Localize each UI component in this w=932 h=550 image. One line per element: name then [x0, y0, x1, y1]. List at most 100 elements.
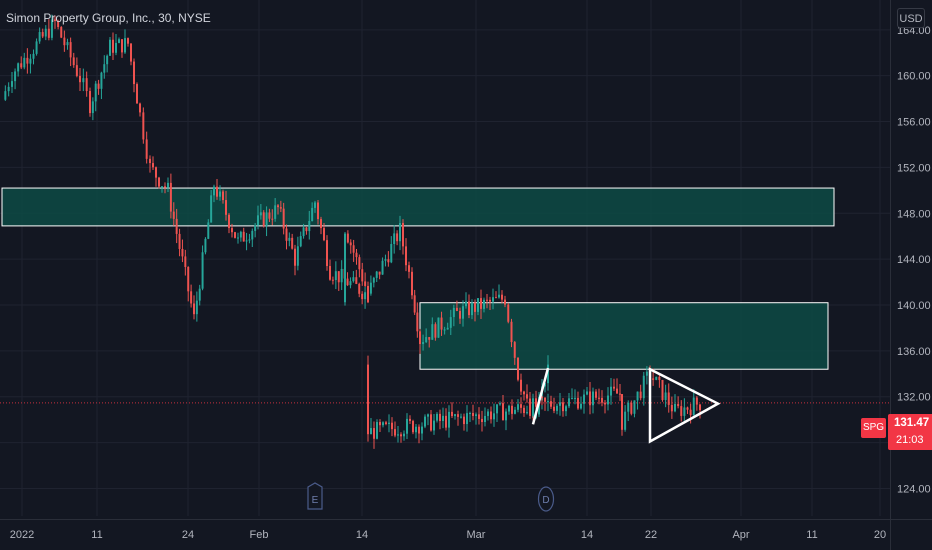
candle-body	[149, 158, 151, 164]
triangle-drawing[interactable]	[648, 367, 721, 444]
candle-body	[510, 321, 513, 343]
candle-body	[411, 271, 413, 296]
candle-body	[378, 271, 381, 275]
candle-body	[89, 91, 91, 114]
candle-body	[397, 434, 399, 436]
candle-body	[66, 42, 69, 46]
candle-body	[412, 420, 414, 433]
candle-body	[416, 312, 419, 332]
supply-zone-rect[interactable]	[1, 187, 835, 227]
candle-body	[164, 186, 166, 188]
candle-body	[331, 279, 334, 281]
candle-body	[408, 265, 410, 272]
candle-body	[466, 413, 468, 425]
candle-body	[480, 298, 482, 309]
candle-body	[94, 83, 97, 102]
w-pattern-drawing[interactable]	[531, 367, 550, 425]
candle-body	[14, 71, 17, 82]
candle-body	[358, 283, 361, 294]
candle-body	[520, 404, 522, 408]
candle-body	[415, 426, 417, 433]
candle-body	[139, 103, 141, 113]
earnings-marker[interactable]: E	[307, 482, 323, 510]
candle-body	[271, 218, 274, 220]
candle-body	[152, 163, 154, 168]
y-tick-label: 132.00	[897, 392, 931, 404]
dividend-marker[interactable]: D	[537, 486, 555, 512]
candle-body	[529, 412, 531, 416]
candle-body	[645, 371, 648, 376]
candle-body	[251, 230, 254, 240]
candle-body	[17, 63, 20, 72]
candle-body	[210, 195, 213, 223]
candle-body	[436, 413, 438, 421]
y-tick-label: 148.00	[897, 208, 931, 220]
candle-body	[85, 78, 88, 92]
candle-body	[178, 233, 181, 249]
candle-body	[683, 407, 686, 416]
candle-body	[699, 404, 701, 411]
candle-body	[471, 302, 473, 316]
candle-body	[385, 422, 387, 425]
candle-body	[175, 218, 178, 234]
candle-body	[674, 403, 676, 412]
candle-body	[692, 397, 695, 416]
candle-body	[277, 205, 279, 208]
candle-body	[483, 299, 485, 309]
candle-body	[195, 300, 198, 315]
candle-body	[142, 112, 145, 140]
currency-button[interactable]: USD	[897, 8, 925, 28]
candle-body	[130, 43, 132, 62]
candle-body	[367, 292, 369, 303]
candle-body	[439, 413, 441, 421]
candle-body	[248, 239, 251, 241]
candle-body	[624, 411, 627, 430]
candle-body	[112, 39, 114, 53]
candle-body	[279, 207, 282, 209]
candle-body	[547, 401, 549, 403]
candle-body	[69, 42, 72, 58]
candle-body	[619, 393, 621, 395]
candle-body	[627, 402, 630, 412]
x-tick-label: 2022	[10, 529, 34, 541]
candle-body	[400, 434, 402, 437]
candle-body	[308, 221, 311, 232]
candle-body	[254, 225, 257, 231]
candle-body	[457, 414, 459, 417]
candle-body	[502, 403, 504, 421]
pattern-drawings[interactable]	[531, 367, 721, 444]
candle-body	[207, 222, 210, 239]
candle-body	[381, 260, 384, 275]
candle-body	[181, 248, 184, 257]
candle-body	[559, 402, 561, 406]
candle-body	[487, 411, 489, 416]
candle-body	[406, 418, 408, 434]
candle-body	[451, 411, 453, 417]
candle-body	[419, 331, 421, 345]
candle-body	[430, 414, 432, 431]
candle-body	[508, 405, 510, 412]
candle-body	[7, 86, 10, 92]
supply-zone-rect[interactable]	[419, 302, 829, 370]
candle-body	[520, 379, 522, 392]
earnings-badge-shape	[307, 482, 323, 510]
candle-body	[291, 237, 294, 249]
candle-body	[425, 337, 428, 343]
candle-body	[82, 78, 85, 83]
candle-body	[402, 223, 404, 247]
candle-body	[446, 327, 449, 330]
candle-body	[621, 394, 623, 430]
candle-body	[655, 376, 658, 380]
candle-body	[285, 228, 288, 241]
candle-body	[26, 57, 29, 64]
candle-body	[613, 386, 615, 389]
candle-body	[288, 237, 291, 241]
candle-body	[314, 202, 316, 208]
candle-body	[355, 277, 358, 284]
candle-body	[145, 139, 148, 159]
candle-body	[344, 233, 346, 303]
candle-body	[364, 281, 367, 286]
candle-body	[204, 238, 207, 253]
